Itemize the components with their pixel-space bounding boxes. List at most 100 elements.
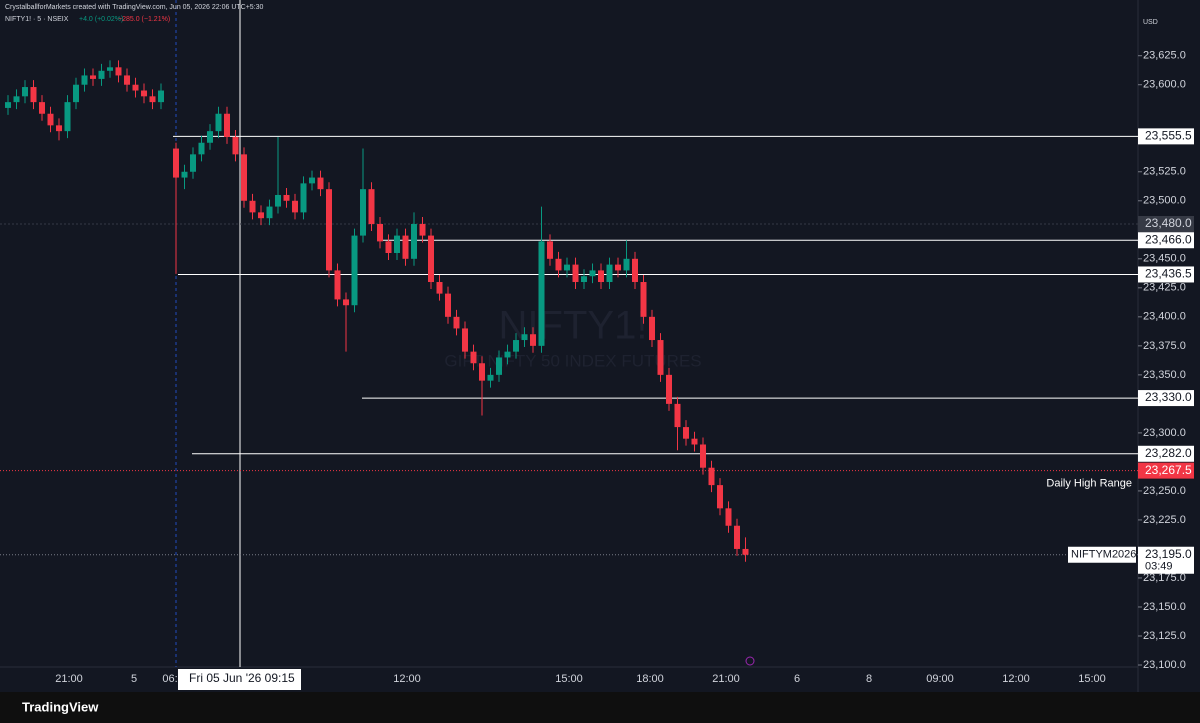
candle-body <box>581 276 587 283</box>
candle-body <box>115 67 122 76</box>
level-label-box <box>1138 232 1194 249</box>
candle-body <box>521 334 528 341</box>
candle-body <box>39 102 45 114</box>
candle-body <box>411 223 417 259</box>
candle-body <box>717 485 723 509</box>
x-tick-label: 12:00 <box>393 673 421 685</box>
candle-body <box>555 258 562 271</box>
candle-body <box>309 177 315 184</box>
y-tick-label: 23,350.0 <box>1143 369 1186 381</box>
daily-high-name: Daily High Range <box>1046 478 1132 490</box>
symbol-box <box>1068 546 1136 563</box>
candle-body <box>683 427 689 439</box>
candle-body <box>419 223 426 236</box>
header: CrystalballforMarkets created with Tradi… <box>5 4 264 11</box>
y-tick-label: 23,175.0 <box>1143 572 1186 584</box>
x-tick-label: 06: <box>162 673 177 685</box>
candle-body <box>198 142 205 155</box>
candle-body <box>606 264 613 283</box>
day-change: −285.0 (−1.21%) <box>118 16 170 23</box>
currency: USD <box>1143 19 1158 26</box>
candle-body <box>649 316 655 341</box>
candle-body <box>700 444 706 468</box>
candle-body <box>241 154 247 201</box>
candle-body <box>158 90 164 103</box>
candle-body <box>300 183 307 213</box>
candle-body <box>258 212 264 219</box>
x-tick-label: 21:00 <box>712 673 740 685</box>
candle-body <box>691 438 698 445</box>
daily-high-box <box>1138 462 1194 479</box>
candle-body <box>13 96 20 103</box>
last-price-box <box>1138 546 1194 574</box>
candle-body <box>360 189 366 236</box>
candle-body <box>283 194 290 201</box>
candle-body <box>479 363 485 381</box>
y-tick-label: 23,500.0 <box>1143 195 1186 207</box>
x-tick-label: 18:00 <box>636 673 664 685</box>
candle-body <box>275 194 281 207</box>
candle-body <box>90 75 96 79</box>
crosshair-price: 23,480.0 <box>1145 216 1192 230</box>
candle-body <box>445 293 451 317</box>
candle-body <box>436 282 443 294</box>
level-label: 23,436.5 <box>1145 267 1192 281</box>
candle-body <box>385 241 392 254</box>
change: +4.0 (+0.02%) <box>79 16 123 23</box>
level-label-box <box>1138 128 1194 145</box>
candle-body <box>734 525 740 549</box>
candle-body <box>615 264 621 271</box>
candle-body <box>181 171 188 178</box>
crosshair-price-box <box>1138 215 1194 232</box>
candle-body <box>742 548 749 555</box>
crosshair-time: Fri 05 Jun '26 09:15 <box>189 671 295 685</box>
candle-body <box>22 87 28 97</box>
y-tick-label: 23,450.0 <box>1143 253 1186 265</box>
candle-body <box>249 200 256 213</box>
y-tick-label: 23,100.0 <box>1143 659 1186 671</box>
candle-body <box>132 84 139 91</box>
symbol-info: NIFTY1! · 5 · NSEIX <box>5 16 69 23</box>
candle-body <box>666 374 672 404</box>
x-tick-label: 6 <box>794 673 800 685</box>
x-tick-label: 09:00 <box>926 673 954 685</box>
candle-body <box>394 235 400 254</box>
candle-body <box>572 264 579 283</box>
candle-body <box>538 241 545 346</box>
last-price-symbol: NIFTYM2026 <box>1071 549 1136 561</box>
candle-body <box>232 136 239 155</box>
candle-body <box>98 70 105 79</box>
brand: TradingView <box>22 699 99 714</box>
countdown: 03:49 <box>1145 561 1173 573</box>
crosshair-time-box <box>178 669 301 690</box>
candle-body <box>351 235 358 306</box>
y-tick-label: 23,625.0 <box>1143 50 1186 62</box>
candle-body <box>334 270 341 300</box>
candle-body <box>141 90 147 97</box>
level-label-box <box>1138 390 1194 407</box>
candle-body <box>402 235 409 259</box>
y-tick-label: 23,300.0 <box>1143 427 1186 439</box>
x-tick-label: 5 <box>131 673 137 685</box>
last-price: 23,195.0 <box>1145 547 1192 561</box>
candle-body <box>224 113 230 137</box>
candle-body <box>725 508 732 526</box>
candle-body <box>589 270 596 277</box>
y-tick-label: 23,400.0 <box>1143 311 1186 323</box>
x-tick-label: 15:00 <box>555 673 583 685</box>
x-tick-label: 12:00 <box>1002 673 1030 685</box>
candle-body <box>564 264 570 271</box>
candle-body <box>368 189 375 224</box>
level-label: 23,466.0 <box>1145 232 1192 246</box>
candle-body <box>462 328 468 352</box>
candle-body <box>377 223 383 242</box>
x-tick-label: 21:00 <box>55 673 83 685</box>
candle-body <box>64 102 71 132</box>
candle-body <box>453 316 460 329</box>
candle-body <box>292 200 298 213</box>
y-tick-label: 23,250.0 <box>1143 485 1186 497</box>
candle-body <box>215 113 222 132</box>
candle-body <box>343 299 349 306</box>
candle-body <box>504 351 511 358</box>
candle-body <box>470 351 477 364</box>
